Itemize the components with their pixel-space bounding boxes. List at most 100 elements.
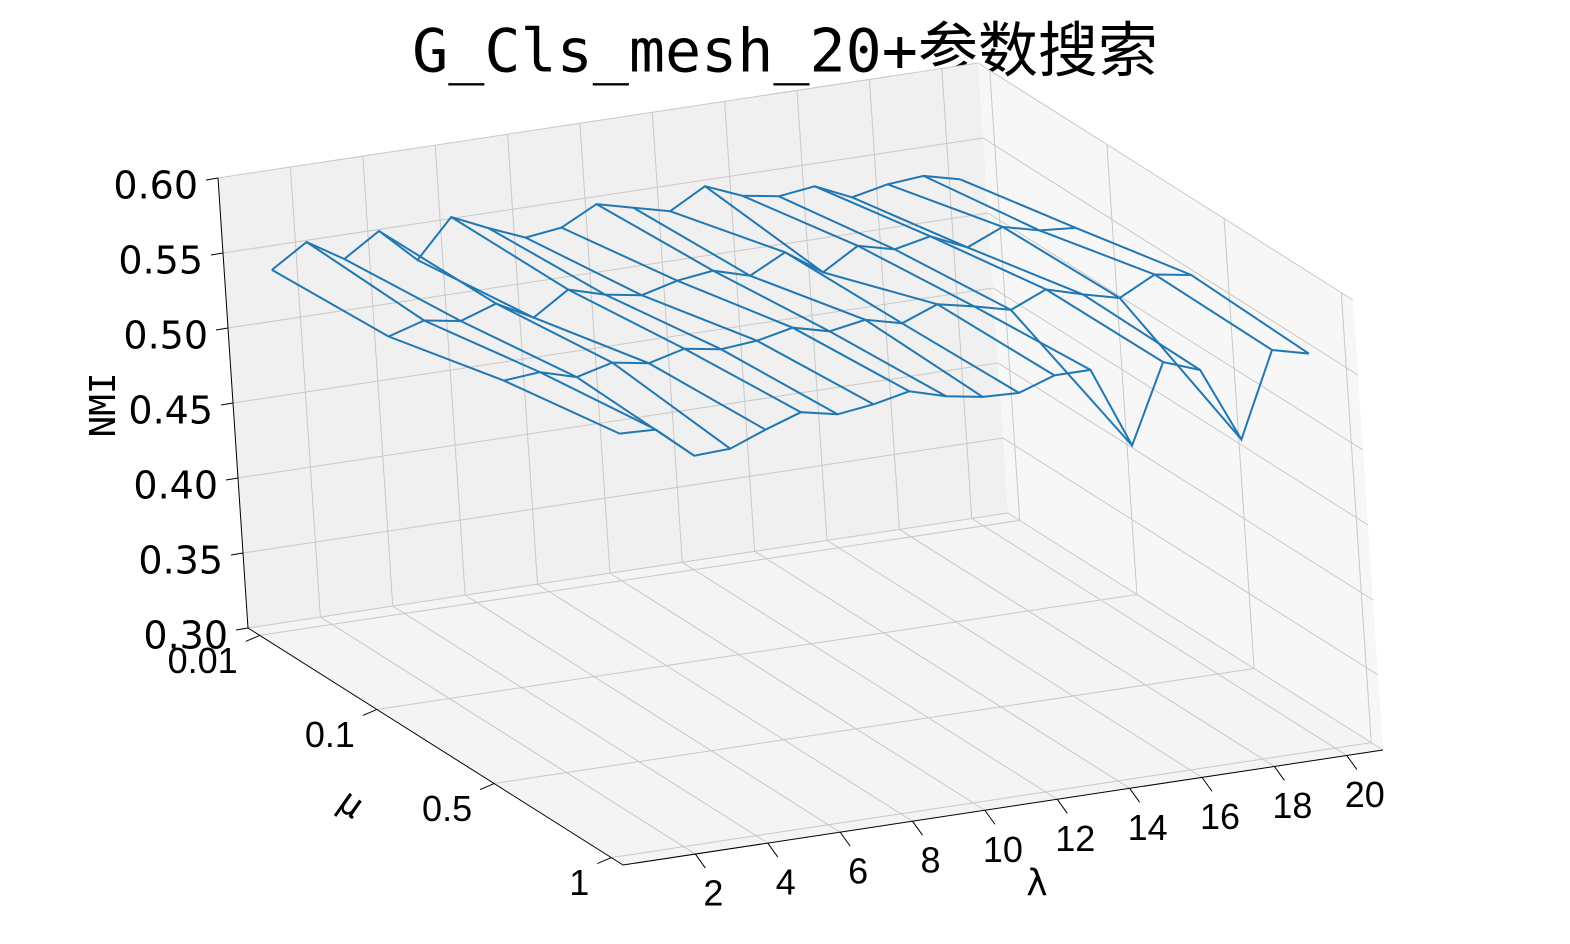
wire-column [778,195,1133,447]
wire-column [488,227,839,416]
grid-line [1340,292,1372,743]
x-axis-label: λ [1026,863,1048,904]
grid-line [987,212,1364,451]
grid-line [1223,218,1255,669]
tick-mark [362,709,378,716]
y-tick-label: 1 [569,862,589,903]
wire-column [960,178,1310,355]
x-tick-label: 20 [1345,774,1385,815]
wire-column [887,183,1243,441]
z-axis-label: NMI [83,372,124,437]
tick-mark [767,842,779,858]
grid-line [222,137,984,254]
grid-line [826,539,1203,778]
wire-column [814,185,1164,363]
tick-mark [225,477,239,481]
wire-column [525,236,874,406]
x-tick-label: 16 [1200,796,1240,837]
x-tick-label: 10 [983,829,1023,870]
wire-row [503,273,1192,382]
z-tick-label: 0.50 [123,314,208,358]
y-axis-label: μ [330,781,371,827]
y-tick-label: 0.01 [168,640,238,681]
x-tick-label: 4 [776,862,796,903]
wire-column [851,196,1201,371]
tick-mark [1274,766,1285,781]
tick-mark [230,552,244,556]
tick-mark [1201,777,1213,792]
x-tick-label: 14 [1128,807,1168,848]
z-tick-label: 0.45 [128,389,213,433]
z-tick-label: 0.55 [118,239,203,283]
grid-line [494,668,1255,785]
tick-mark [220,402,234,406]
x-tick-label: 12 [1055,818,1095,859]
wire-column [561,226,910,393]
tick-mark [912,820,923,836]
grid-line [1106,144,1138,595]
z-tick-label: 0.35 [138,539,223,583]
grid-line [609,572,986,811]
tick-mark [597,857,612,865]
tick-mark [205,177,219,181]
y-axis-line [247,627,624,866]
grid-line [320,616,696,855]
grid-line [971,518,1348,756]
grid-line [1007,512,1384,751]
grid-line [977,62,1354,301]
grid-line [376,593,1137,710]
tick-mark [479,783,495,790]
wire-column [271,269,621,435]
wire-column [450,216,802,414]
grid-line [992,287,1369,526]
grid-line [242,437,1004,554]
wire-column [343,258,695,457]
grid-line [217,62,979,179]
grid-line [982,137,1359,376]
tick-mark [694,853,706,869]
z-tick-label: 0.60 [113,164,198,208]
grid-line [237,362,999,479]
tick-mark [215,327,229,331]
grid-line [247,512,1009,629]
grid-line [464,594,841,833]
grid-line [232,287,994,404]
wire-row [619,348,1309,457]
grid-line [754,550,1130,789]
floor-pane [248,513,1383,865]
tick-mark [1056,798,1068,814]
grid-line [997,362,1374,601]
wire-column [741,194,1091,371]
wire-column [306,241,657,431]
y-tick-label: 0.5 [422,788,472,829]
tick-mark [1129,788,1141,803]
x-tick-label: 2 [703,873,723,914]
wire-column [417,259,766,431]
tick-mark [210,252,224,256]
y-tick-label: 0.1 [305,714,355,755]
wire-column [596,203,947,398]
tick-mark [839,831,851,847]
tick-mark [235,627,249,631]
grid-line [259,519,1020,636]
tick-mark [984,809,996,825]
z-tick-label: 0.40 [133,464,218,508]
chart-title: G_Cls_mesh_20+参数搜索 [412,17,1158,87]
grid-line [989,70,1021,521]
wire-column [669,210,1020,394]
z-tick-label: 0.30 [143,614,228,658]
x-axis-line [622,749,1384,866]
tick-mark [1346,755,1358,770]
grid-line [899,529,1275,767]
wire-column [378,230,731,450]
grid-line [392,605,769,844]
wire-column [704,185,1055,377]
grid-line [611,742,1372,859]
grid-line [682,561,1058,800]
x-tick-label: 6 [848,851,868,892]
wire-column [923,174,1273,351]
grid-line [537,583,913,822]
x-tick-label: 8 [921,840,941,881]
tick-mark [245,634,260,642]
